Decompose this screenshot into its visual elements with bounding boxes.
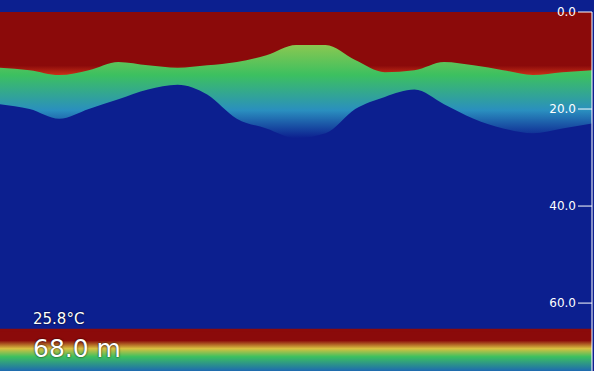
html-text:68.0 m: 68.0 m bbox=[33, 334, 121, 363]
svg-text:60.0: 60.0 bbox=[549, 296, 576, 310]
svg-text:40.0: 40.0 bbox=[549, 199, 576, 213]
svg-text:20.0: 20.0 bbox=[549, 102, 576, 116]
html-text:25.8°C: 25.8°C bbox=[33, 310, 85, 328]
svg-text:0.0: 0.0 bbox=[557, 5, 576, 19]
